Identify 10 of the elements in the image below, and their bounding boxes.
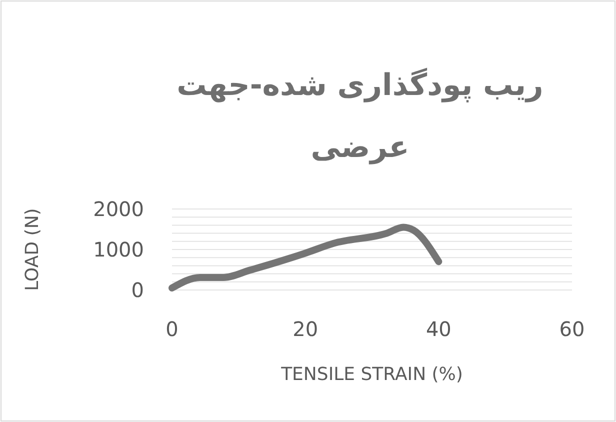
x-tick-label: 60 [559, 317, 585, 341]
y-tick-label: 0 [131, 278, 144, 302]
y-tick-label: 1000 [93, 238, 144, 262]
y-axis-title: LOAD (N) [22, 208, 43, 291]
x-axis-title: TENSILE STRAIN (%) [280, 364, 463, 385]
x-tick-label: 40 [426, 317, 452, 341]
chart-title: ریب پودگذاری شده-جهت عرضی [176, 66, 544, 167]
x-tick-label: 20 [292, 317, 318, 341]
x-tick-label: 0 [166, 317, 178, 341]
y-tick-label: 2000 [93, 197, 144, 221]
